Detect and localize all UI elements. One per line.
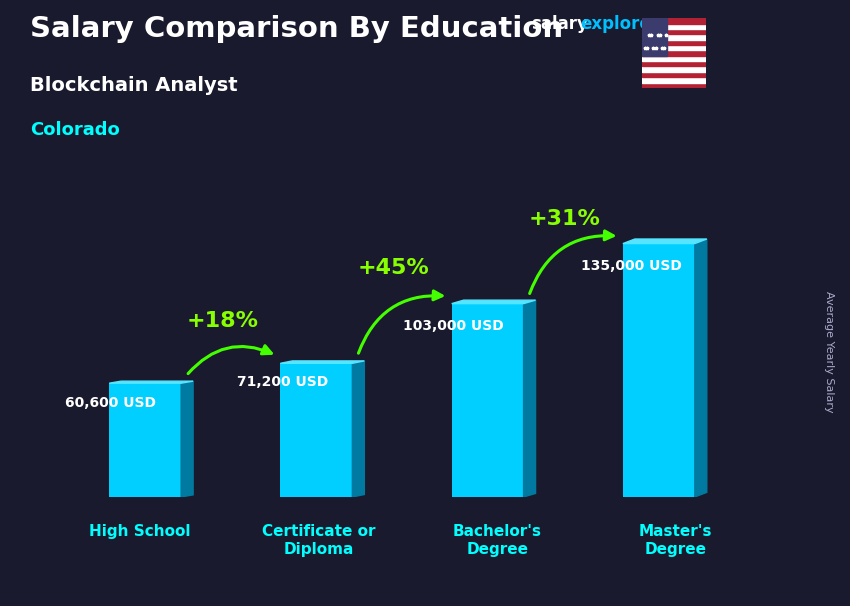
Text: Certificate or
Diploma: Certificate or Diploma [262,524,376,556]
Polygon shape [623,239,707,244]
Bar [642,77,706,82]
Bar [623,244,694,497]
Text: +31%: +31% [529,209,601,229]
Bar [642,50,706,56]
Text: 71,200 USD: 71,200 USD [236,375,328,388]
Bar [642,56,706,61]
Polygon shape [451,300,536,304]
Polygon shape [694,239,707,497]
Bar [451,304,524,497]
Text: Bachelor's
Degree: Bachelor's Degree [453,524,541,556]
Bar [642,29,706,35]
Bar [642,61,706,67]
Text: Master's
Degree: Master's Degree [639,524,712,556]
Text: 60,600 USD: 60,600 USD [65,396,156,410]
Polygon shape [280,361,365,364]
Text: 135,000 USD: 135,000 USD [581,259,682,273]
Bar [642,24,706,29]
Text: High School: High School [89,524,191,539]
Polygon shape [109,381,193,383]
Polygon shape [353,361,365,497]
Text: 103,000 USD: 103,000 USD [403,319,504,333]
Text: Colorado: Colorado [30,121,120,139]
Text: Average Yearly Salary: Average Yearly Salary [824,291,834,412]
Bar [642,67,706,72]
Bar [109,383,181,497]
Text: Salary Comparison By Education: Salary Comparison By Education [30,15,563,43]
Bar [642,72,706,77]
Text: +45%: +45% [358,258,429,278]
Text: +18%: +18% [186,310,258,330]
Bar [280,364,353,497]
Polygon shape [524,300,536,497]
Bar [642,39,706,45]
Bar [642,18,706,24]
Bar [642,82,706,88]
Text: Blockchain Analyst: Blockchain Analyst [30,76,237,95]
Polygon shape [181,381,193,497]
Bar [642,18,667,56]
Bar [642,45,706,50]
Bar [642,35,706,39]
Text: explorer.com: explorer.com [581,15,702,33]
Text: salary: salary [531,15,588,33]
